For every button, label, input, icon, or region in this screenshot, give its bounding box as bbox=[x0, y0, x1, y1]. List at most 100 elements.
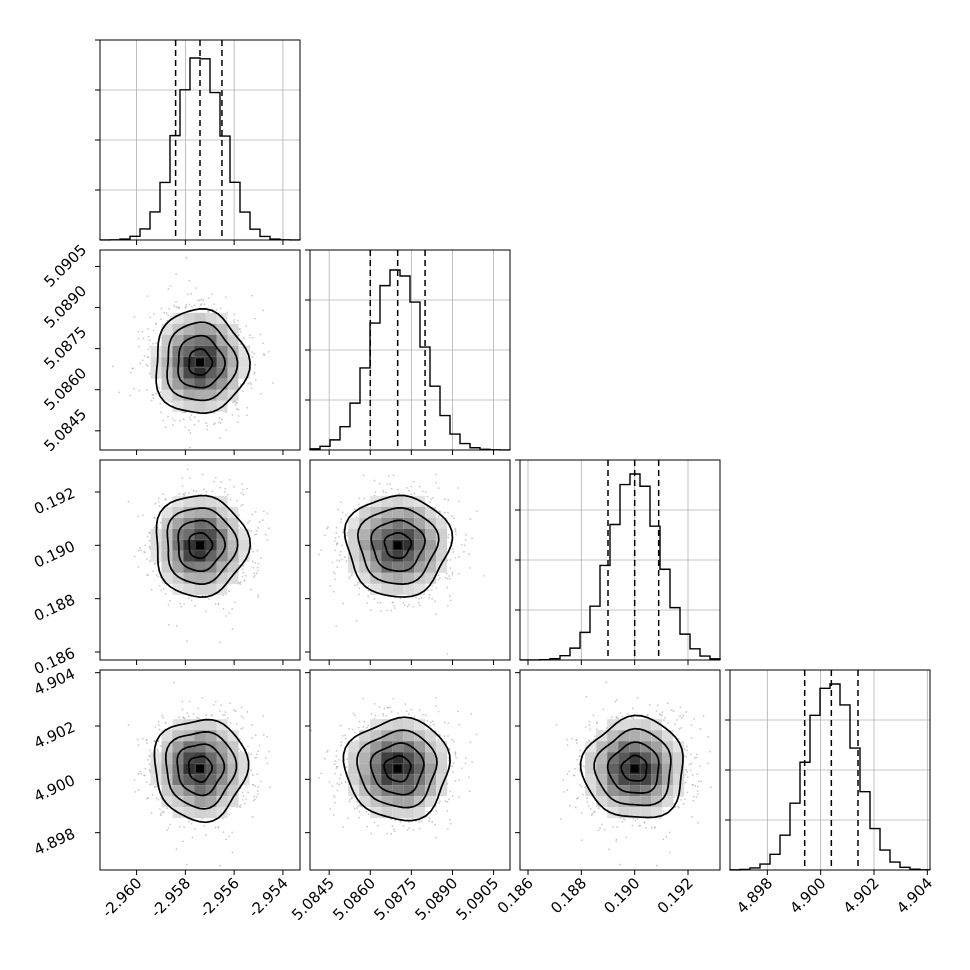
sample-point bbox=[189, 432, 192, 434]
sample-point bbox=[225, 838, 228, 841]
density-cell bbox=[403, 719, 415, 731]
sample-point bbox=[707, 735, 710, 738]
y-tick-label: 5.0860 bbox=[40, 364, 90, 414]
sample-point bbox=[348, 727, 351, 730]
sample-point bbox=[147, 348, 150, 351]
sample-point bbox=[410, 493, 413, 496]
sample-point bbox=[249, 381, 252, 384]
sample-point bbox=[333, 796, 336, 798]
sample-point bbox=[241, 575, 244, 578]
sample-point bbox=[257, 750, 260, 753]
sample-point bbox=[338, 554, 341, 556]
sample-point bbox=[449, 558, 452, 561]
sample-point bbox=[158, 728, 161, 731]
sample-point bbox=[454, 530, 457, 533]
sample-point bbox=[407, 821, 410, 824]
sample-point bbox=[424, 490, 427, 493]
sample-point bbox=[201, 594, 204, 597]
sample-point bbox=[374, 491, 377, 494]
sample-point bbox=[257, 562, 260, 565]
histogram-panel-3 bbox=[515, 459, 721, 661]
sample-point bbox=[134, 791, 137, 793]
sample-point bbox=[137, 515, 139, 518]
sample-point bbox=[630, 716, 633, 719]
sample-point bbox=[160, 812, 163, 815]
density-cell bbox=[662, 774, 674, 786]
sample-point bbox=[389, 483, 391, 486]
sample-point bbox=[254, 575, 256, 577]
sample-point bbox=[447, 533, 450, 536]
density-cell bbox=[194, 323, 206, 335]
sample-point bbox=[421, 713, 424, 716]
sample-point bbox=[684, 768, 687, 771]
sample-point bbox=[415, 596, 417, 599]
density-cell bbox=[359, 752, 371, 764]
sample-point bbox=[240, 715, 243, 718]
sample-point bbox=[427, 589, 430, 592]
density-cell bbox=[161, 730, 173, 742]
density-cell bbox=[381, 807, 393, 819]
sample-point bbox=[605, 681, 608, 684]
panel-frame bbox=[309, 669, 511, 871]
sample-point bbox=[390, 832, 393, 835]
sample-point bbox=[444, 800, 447, 802]
sample-point bbox=[184, 491, 187, 494]
density-cell bbox=[183, 719, 195, 731]
sample-point bbox=[632, 817, 635, 820]
sample-point bbox=[193, 416, 196, 419]
sample-point bbox=[686, 749, 689, 752]
sample-point bbox=[432, 723, 435, 726]
density-cell bbox=[651, 785, 663, 797]
contour-line bbox=[155, 308, 251, 414]
density-cell bbox=[205, 367, 217, 379]
density-cell bbox=[161, 539, 173, 551]
sample-point bbox=[165, 312, 168, 314]
density-cell bbox=[370, 796, 382, 808]
density-cell bbox=[673, 763, 685, 775]
y-tick-label: 0.192 bbox=[31, 484, 78, 518]
sample-point bbox=[435, 613, 437, 616]
density-cell bbox=[403, 495, 415, 507]
sample-point bbox=[455, 756, 457, 759]
sample-point bbox=[238, 748, 240, 751]
density-cell bbox=[216, 539, 228, 551]
sample-point bbox=[236, 408, 238, 410]
sample-point bbox=[631, 707, 634, 710]
sample-point bbox=[181, 485, 184, 487]
sample-point bbox=[667, 721, 669, 724]
sample-point bbox=[188, 429, 190, 432]
sample-point bbox=[164, 426, 167, 429]
sample-point bbox=[424, 714, 427, 717]
sample-point bbox=[634, 819, 637, 822]
sample-point bbox=[437, 802, 440, 805]
density-cell bbox=[596, 774, 608, 786]
sample-point bbox=[431, 597, 434, 600]
density-cell bbox=[370, 561, 382, 573]
density-cell bbox=[381, 506, 393, 518]
density-cell bbox=[161, 785, 173, 797]
sample-point bbox=[152, 394, 155, 396]
density-cell bbox=[227, 785, 239, 797]
density-cell bbox=[172, 741, 184, 753]
sample-point bbox=[162, 716, 164, 719]
sample-point bbox=[167, 827, 170, 829]
sample-point bbox=[328, 781, 331, 783]
sample-point bbox=[178, 493, 181, 495]
sample-point bbox=[418, 604, 421, 607]
sample-point bbox=[443, 721, 446, 724]
density-cell bbox=[150, 774, 162, 786]
density-cell bbox=[194, 583, 206, 595]
x-tick-label: -2.956 bbox=[196, 874, 243, 921]
x-tick-label: 4.904 bbox=[893, 874, 936, 917]
sample-point bbox=[137, 773, 140, 775]
density-cell bbox=[216, 807, 228, 819]
sample-point bbox=[149, 749, 151, 752]
sample-point bbox=[357, 726, 360, 729]
density-cell bbox=[172, 400, 184, 412]
x-tick-label: 4.898 bbox=[733, 874, 776, 917]
density-cell bbox=[161, 323, 173, 335]
sample-point bbox=[137, 744, 140, 747]
sample-point bbox=[231, 831, 234, 834]
density-cell bbox=[194, 752, 206, 764]
density-cell bbox=[403, 572, 415, 584]
